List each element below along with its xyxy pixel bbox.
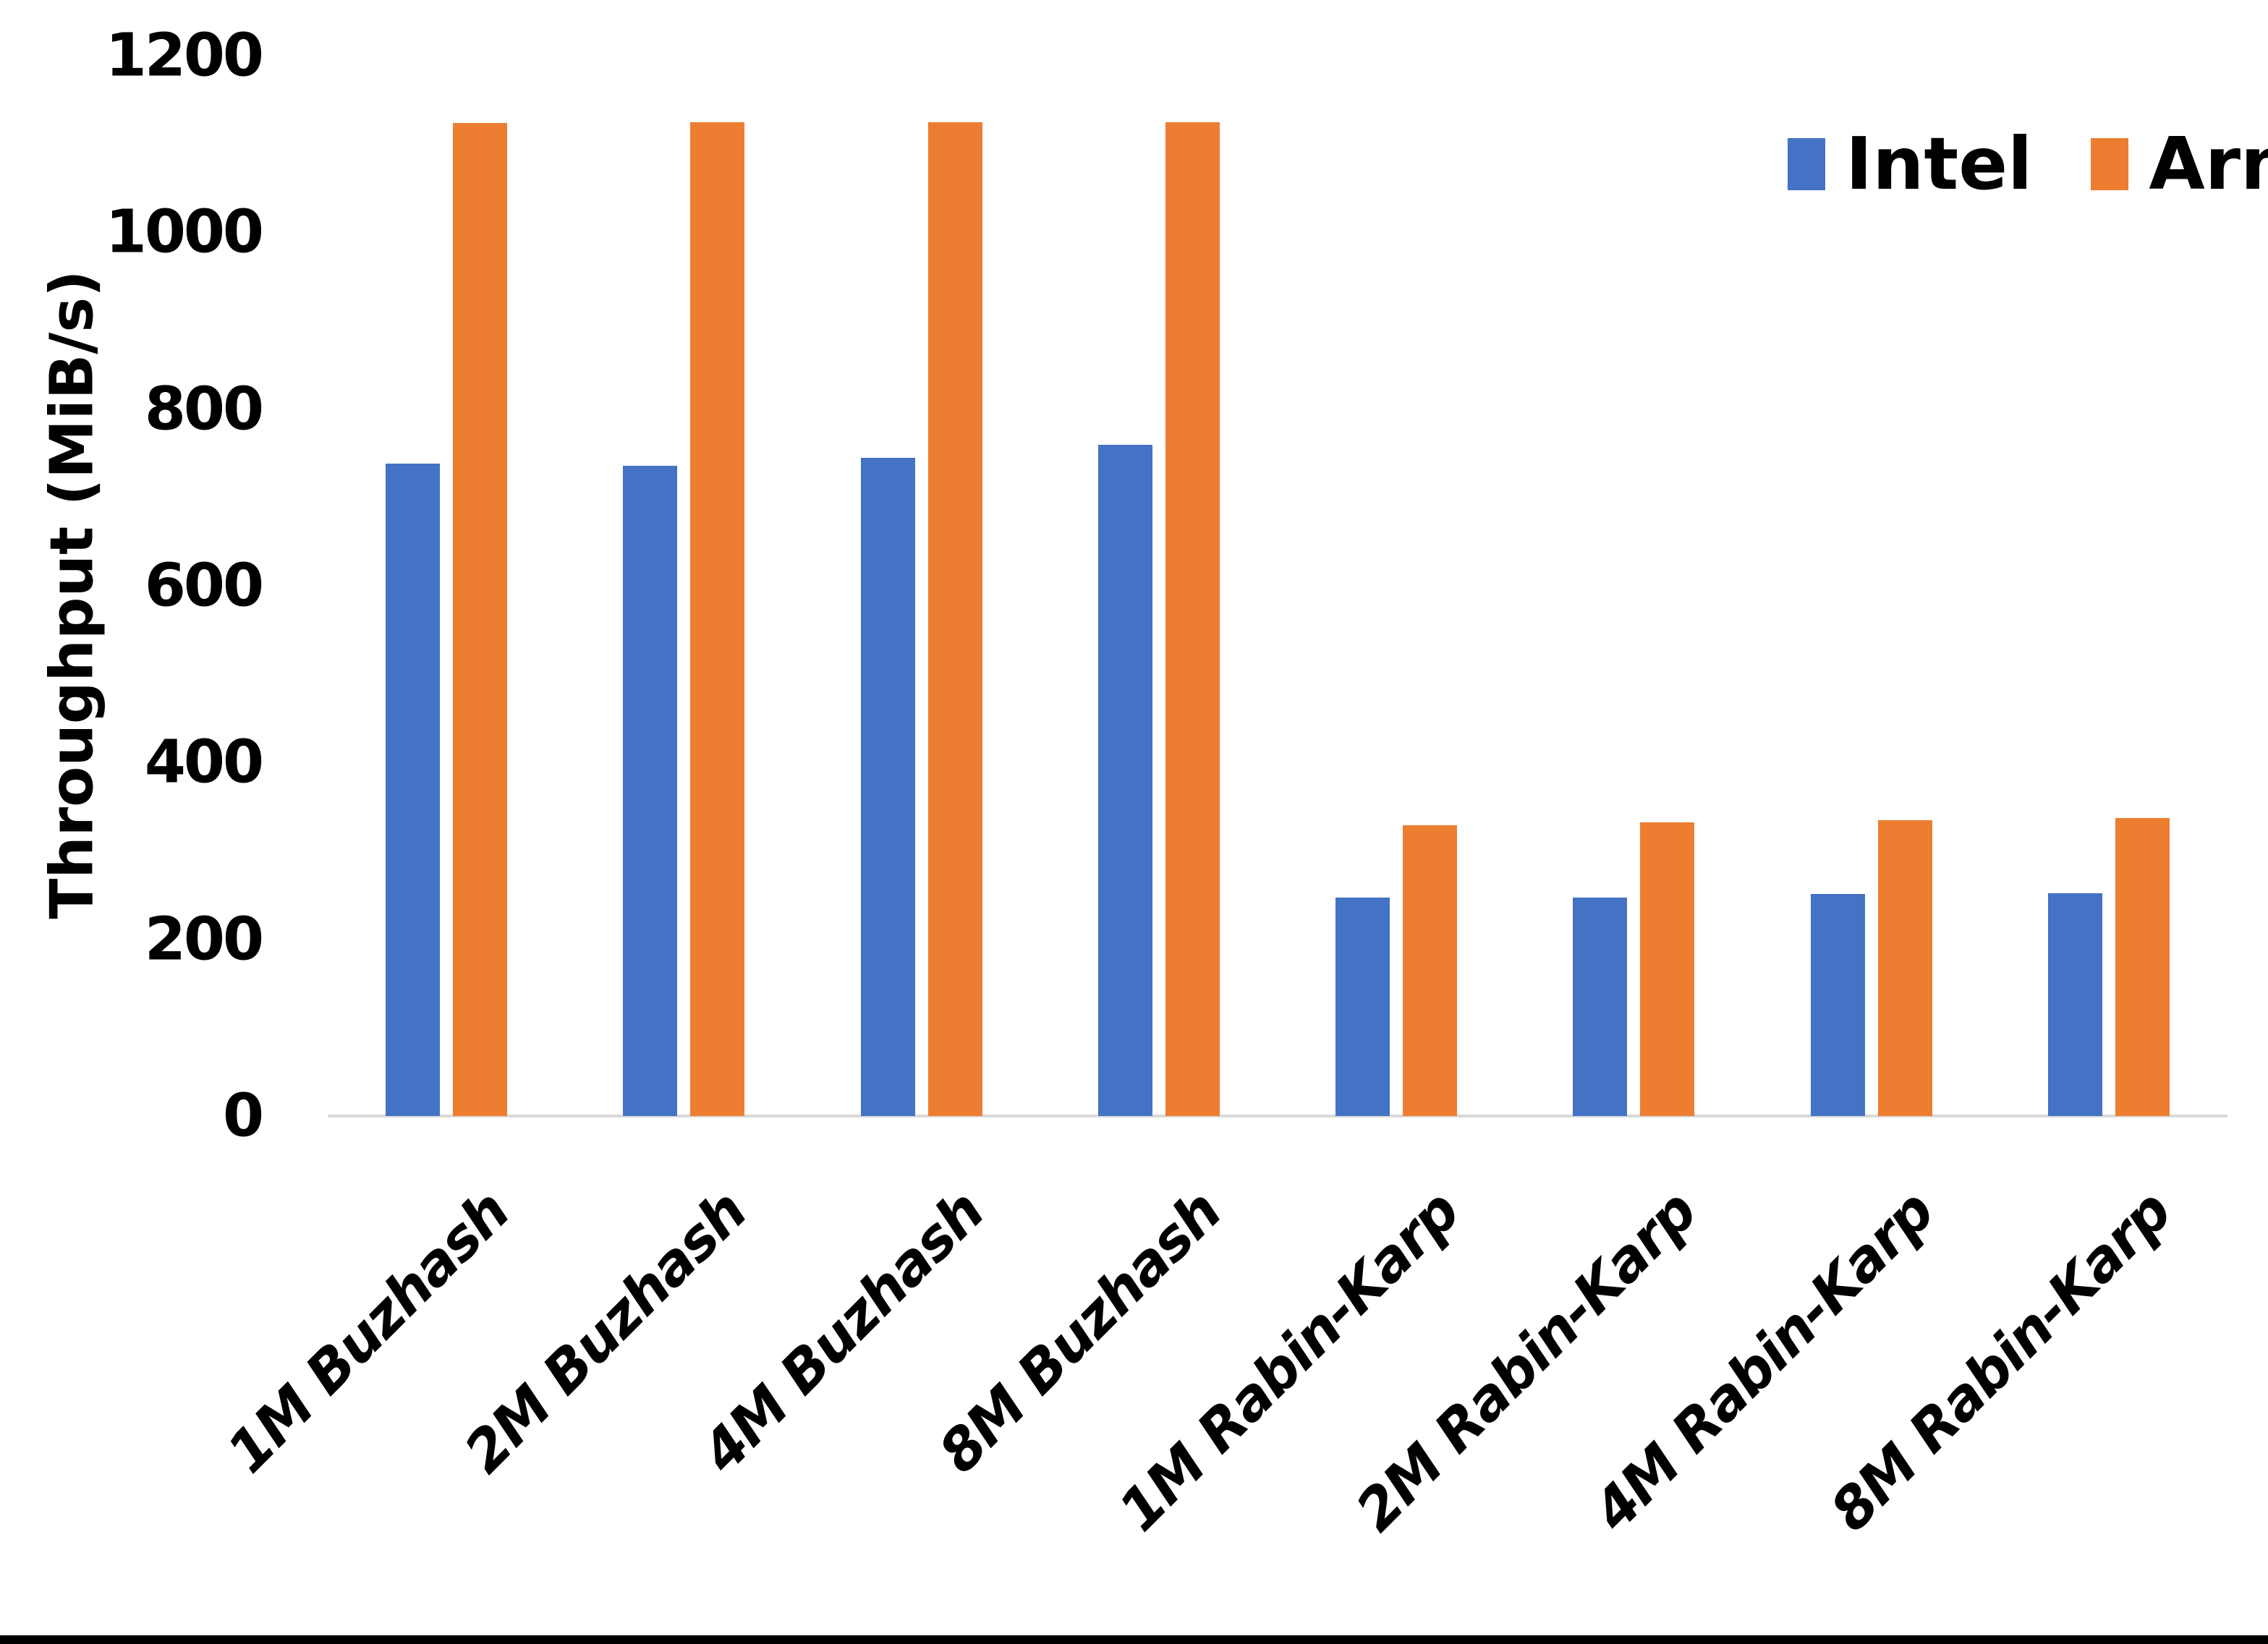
legend-label-arm: Arm <box>2149 122 2268 206</box>
bar-intel-1m-buzhash <box>386 464 441 1116</box>
y-tick-label-1200: 1200 <box>105 21 264 90</box>
bar-intel-4m-rabin-karp <box>1810 894 1865 1116</box>
bar-arm-8m-rabin-karp <box>2115 818 2170 1116</box>
bottom-border <box>0 1635 2268 1644</box>
y-tick-label-0: 0 <box>222 1081 264 1151</box>
y-tick-label-600: 600 <box>144 551 264 621</box>
y-tick-label-400: 400 <box>144 728 264 797</box>
legend-item-intel: Intel <box>1788 122 2032 206</box>
bar-intel-2m-rabin-karp <box>1573 898 1628 1116</box>
legend-label-intel: Intel <box>1846 122 2033 206</box>
y-tick-label-1000: 1000 <box>105 197 264 267</box>
bar-intel-1m-rabin-karp <box>1335 898 1390 1116</box>
bar-intel-4m-buzhash <box>860 457 915 1116</box>
x-axis-line <box>328 1115 2227 1117</box>
bar-intel-2m-buzhash <box>623 465 678 1116</box>
bar-arm-1m-buzhash <box>453 122 508 1116</box>
bar-arm-2m-rabin-karp <box>1640 822 1695 1116</box>
bar-arm-2m-buzhash <box>690 122 745 1116</box>
bar-intel-8m-rabin-karp <box>2047 893 2102 1116</box>
bar-arm-4m-rabin-karp <box>1877 819 1932 1116</box>
y-axis-title: Throughput (MiB/s) <box>38 270 107 919</box>
bar-intel-8m-buzhash <box>1097 444 1152 1116</box>
intel-series-swatch <box>1788 137 1825 190</box>
bar-arm-8m-buzhash <box>1165 122 1220 1116</box>
y-tick-label-800: 800 <box>144 375 264 444</box>
arm-series-swatch <box>2091 137 2129 190</box>
bar-arm-4m-buzhash <box>927 122 982 1116</box>
y-tick-label-200: 200 <box>144 905 264 974</box>
legend: Intel Arm <box>1788 122 2268 206</box>
legend-item-arm: Arm <box>2091 122 2268 206</box>
bar-arm-1m-rabin-karp <box>1403 825 1458 1116</box>
